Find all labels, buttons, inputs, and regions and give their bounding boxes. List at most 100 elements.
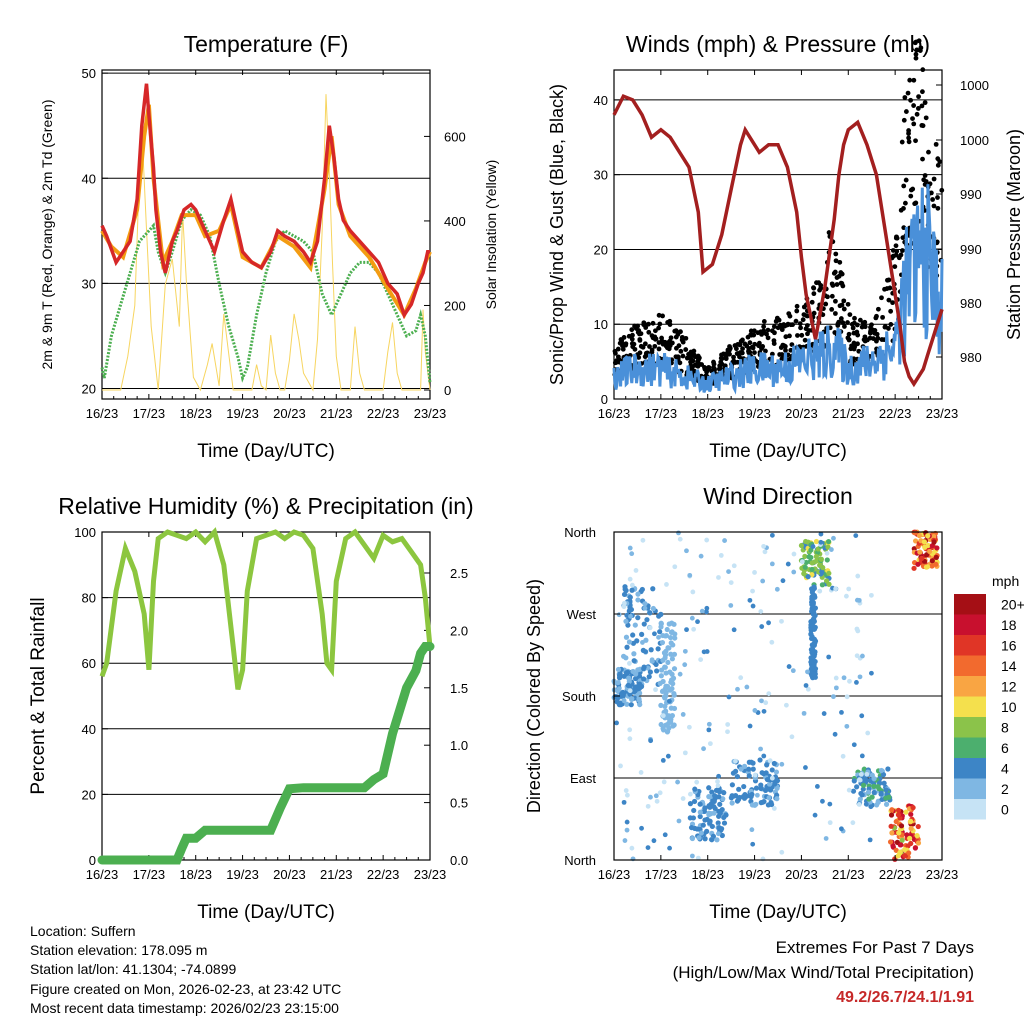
direction-point xyxy=(871,783,877,790)
x-tick-label: 17/23 xyxy=(645,406,678,421)
y2-tick-label: 2.0 xyxy=(450,623,468,638)
direction-point xyxy=(621,600,627,606)
direction-point xyxy=(916,532,922,539)
y-axis-label: Direction (Colored By Speed) xyxy=(524,579,544,813)
direction-point xyxy=(629,587,635,593)
direction-point xyxy=(819,582,825,588)
gust-point xyxy=(911,77,917,83)
y-tick-label: South xyxy=(562,689,596,704)
direction-point xyxy=(668,705,674,711)
direction-point xyxy=(638,770,644,775)
gust-point xyxy=(845,320,850,325)
direction-point xyxy=(767,758,773,764)
x-tick-label: 23/23 xyxy=(926,406,959,421)
direction-point xyxy=(801,710,807,716)
direction-point xyxy=(667,845,672,851)
gust-point xyxy=(640,344,646,350)
panel-3 xyxy=(101,531,431,861)
direction-point xyxy=(622,838,628,843)
elevation-text: Station elevation: 178.095 m xyxy=(30,942,208,959)
direction-point xyxy=(677,671,683,677)
gust-point xyxy=(903,177,909,183)
direction-point xyxy=(906,850,912,856)
direction-point xyxy=(665,659,671,666)
y2-axis-label: Solar Insolation (Yellow) xyxy=(483,160,499,310)
gust-point xyxy=(933,141,939,147)
direction-point xyxy=(623,618,629,624)
direction-point xyxy=(766,781,773,787)
direction-point xyxy=(700,822,706,828)
direction-point xyxy=(802,553,808,559)
gust-point xyxy=(660,313,665,319)
direction-point xyxy=(831,694,836,700)
direction-point xyxy=(747,597,753,603)
colorbar-label: 10 xyxy=(1001,699,1017,715)
gust-point xyxy=(619,338,625,344)
gust-point xyxy=(811,291,817,297)
y2-tick-label: 0.5 xyxy=(450,796,468,811)
direction-point xyxy=(687,572,693,578)
direction-point xyxy=(798,542,805,549)
gust-point xyxy=(911,103,917,108)
y2-axis-label: Station Pressure (Maroon) xyxy=(1004,129,1024,340)
gust-point xyxy=(857,317,863,323)
direction-point xyxy=(712,793,718,799)
direction-point xyxy=(812,812,818,818)
direction-point xyxy=(818,531,824,537)
panel-title-4: Wind Direction xyxy=(703,483,853,509)
direction-point xyxy=(911,565,917,571)
gust-point xyxy=(851,340,857,346)
gust-point xyxy=(752,341,758,347)
gust-point xyxy=(886,297,892,303)
colorbar-label: 20+ xyxy=(1001,596,1024,612)
direction-point xyxy=(626,675,632,681)
direction-point xyxy=(764,776,771,783)
direction-point xyxy=(860,653,865,659)
direction-point xyxy=(624,792,630,798)
direction-point xyxy=(924,552,930,558)
gust-point xyxy=(867,335,873,341)
gust-point xyxy=(893,243,899,249)
direction-point xyxy=(682,662,688,668)
direction-point xyxy=(667,669,673,675)
gust-point xyxy=(747,340,753,346)
direction-point xyxy=(769,767,775,773)
direction-point xyxy=(805,574,811,580)
direction-point xyxy=(921,539,928,545)
gust-point xyxy=(758,329,764,335)
direction-point xyxy=(931,534,937,540)
gust-point xyxy=(636,328,642,333)
direction-point xyxy=(717,801,723,807)
gust-point xyxy=(834,275,840,280)
gust-point xyxy=(652,334,658,340)
direction-point xyxy=(629,582,635,588)
direction-point xyxy=(657,629,663,635)
direction-point xyxy=(803,765,808,770)
direction-point xyxy=(658,621,664,627)
direction-point xyxy=(919,555,925,561)
gust-point xyxy=(923,115,929,121)
gust-point xyxy=(689,366,695,372)
series-2m-td xyxy=(100,207,432,384)
direction-point xyxy=(728,580,734,586)
gust-point xyxy=(794,308,800,314)
gust-point xyxy=(888,308,894,314)
direction-point xyxy=(631,658,637,664)
gust-point xyxy=(641,320,647,326)
gust-point xyxy=(852,344,858,350)
direction-point xyxy=(899,837,905,843)
direction-point xyxy=(627,607,633,613)
gust-point xyxy=(829,307,835,312)
colorbar-label: 14 xyxy=(1001,658,1017,674)
direction-point xyxy=(671,651,678,657)
direction-point xyxy=(658,721,664,728)
gust-point xyxy=(718,355,724,361)
direction-point xyxy=(689,615,695,621)
direction-point xyxy=(750,841,756,847)
direction-point xyxy=(691,798,698,805)
gust-point xyxy=(907,77,913,83)
gust-point xyxy=(826,230,832,235)
direction-point xyxy=(769,775,775,781)
direction-point xyxy=(933,554,939,561)
gust-point xyxy=(906,135,912,141)
